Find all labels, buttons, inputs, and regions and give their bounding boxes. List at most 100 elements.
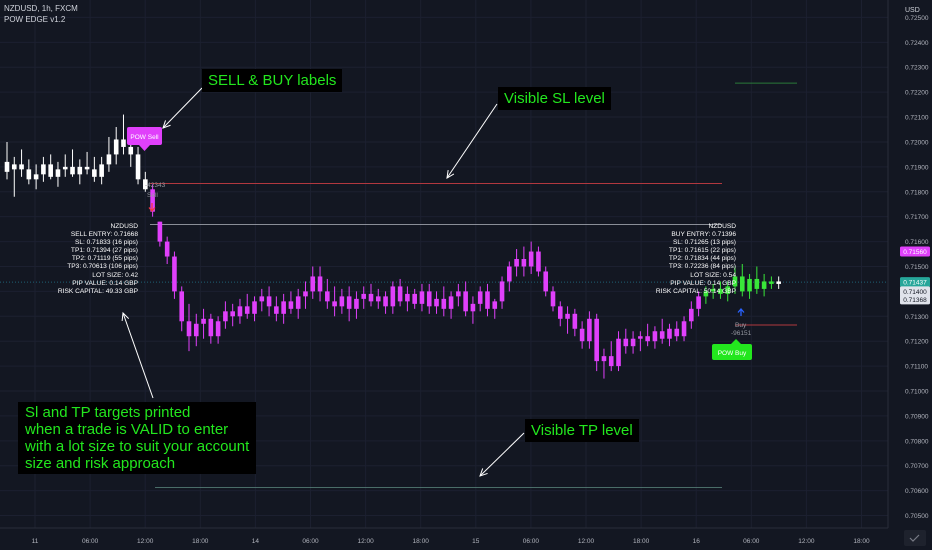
grid (0, 0, 888, 528)
candle-body (288, 301, 294, 309)
candle-body (718, 288, 723, 294)
price-tick-label: 0.71600 (905, 239, 929, 246)
time-tick-label: 11 (32, 538, 39, 545)
candle-body (528, 251, 534, 267)
candle-body (11, 164, 17, 170)
candle-body (441, 298, 447, 309)
price-tick-label: 0.70500 (905, 513, 929, 520)
candle-body (121, 139, 126, 147)
candle-body (419, 291, 425, 304)
buy-tag: Buy (735, 322, 747, 329)
info-line: SL: 0.71833 (16 pips) (74, 239, 138, 247)
candle-body (4, 161, 10, 172)
price-badge (900, 277, 930, 288)
candle-body (201, 318, 206, 324)
sell-tag: Sell (147, 192, 158, 199)
price-badge (900, 286, 930, 297)
annotation-sell-buy: SELL & BUY labels (202, 69, 343, 92)
buy-arrow-icon (737, 308, 745, 316)
candle-body (295, 296, 301, 309)
candle-body (426, 291, 432, 307)
price-tick-label: 0.72400 (905, 40, 929, 47)
candle-body (623, 338, 629, 347)
candle-body (375, 296, 381, 302)
candle-body (572, 313, 578, 329)
candle-body (521, 259, 527, 267)
candle-body (397, 286, 403, 302)
candle-body (62, 166, 68, 170)
info-line: LOT SIZE: 0.54 (690, 271, 736, 279)
candle-body (33, 174, 39, 180)
candle-body (41, 164, 46, 175)
time-tick-label: 14 (252, 538, 260, 545)
sell-signal-label: POW Sell (130, 134, 159, 141)
candle-body (514, 259, 519, 267)
candle-body (368, 293, 374, 302)
candle-body (557, 306, 563, 319)
info-line: NZDUSD (110, 223, 138, 230)
candle-body (761, 281, 767, 289)
sell-signal-pointer (139, 145, 150, 151)
candle-body (674, 328, 680, 337)
candle-body (48, 164, 53, 177)
price-tick-label: 0.71500 (905, 264, 929, 271)
candle-body (208, 318, 214, 337)
candle-body (26, 169, 32, 180)
price-tick-label: 0.71200 (905, 339, 929, 346)
settings-button[interactable] (904, 530, 926, 546)
level-lines (0, 82, 888, 488)
candle-body (310, 276, 316, 292)
candle-body (317, 276, 323, 292)
price-tick-label: 0.72500 (905, 15, 929, 22)
annotation-targets: Sl and TP targets printed when a trade i… (18, 402, 257, 474)
annotation-tp: Visible TP level (525, 419, 639, 442)
candle-body (630, 338, 636, 347)
candle-body (252, 301, 257, 314)
arrow-sell-buy-head (162, 120, 171, 129)
buy-signal: POW Buy (712, 339, 752, 360)
indicator-name[interactable]: POW EDGE v1.2 (4, 15, 66, 24)
time-tick-label: 12:00 (578, 538, 595, 545)
candle-body (608, 356, 614, 367)
candle-body (681, 321, 687, 337)
currency-label: USD (905, 7, 920, 14)
candle-body (732, 276, 738, 287)
price-tick-label: 0.72200 (905, 90, 929, 97)
candle-body (332, 301, 337, 307)
candle-body (405, 293, 410, 302)
candle-body (689, 308, 694, 322)
time-tick-label: 16 (693, 538, 701, 545)
time-tick-label: 06:00 (523, 538, 540, 545)
time-axis[interactable]: 11 06:00 12:00 18:00 14 06:00 12:00 18:00 15 06:0… (32, 538, 870, 545)
buy-signal-pointer (730, 339, 742, 345)
candle-body (565, 313, 570, 319)
candle-body (99, 164, 104, 177)
arrow-sl-head (446, 170, 455, 179)
arrow-tp-head (479, 468, 488, 477)
time-tick-label: 18:00 (633, 538, 650, 545)
info-line: RISK CAPITAL: 49.33 GBP (57, 287, 138, 295)
price-tick-label: 0.72100 (905, 115, 929, 122)
arrow-targets (122, 312, 154, 399)
buy-tag-id: -96151 (731, 330, 752, 337)
candle-body (412, 293, 417, 304)
arrow-targets-head (121, 311, 130, 322)
price-badge-label: 0.71368 (903, 297, 927, 304)
candle-body (339, 296, 345, 307)
candle-body (448, 296, 454, 309)
info-line: TP3: 0.72236 (84 pips) (668, 263, 736, 271)
candle-body (507, 266, 512, 282)
candle-body (244, 306, 250, 314)
price-tick-label: 0.72300 (905, 65, 929, 72)
sell-info-panel: NZDUSD SELL ENTRY: 0.71668 SL: 0.71833 (16… (58, 223, 138, 296)
candle-body (667, 328, 672, 339)
price-axis[interactable]: 0.72500 0.72400 0.72300 0.72200 0.72100 0.720… (905, 15, 929, 520)
price-badge (900, 294, 930, 305)
symbol-title[interactable]: NZDUSD, 1h, FXCM (4, 4, 78, 13)
price-tick-label: 0.71700 (905, 214, 929, 221)
price-tick-label: 0.71100 (905, 364, 928, 371)
candle-body (616, 338, 621, 367)
price-tick-label: 0.72000 (905, 139, 929, 146)
candle-body (390, 286, 396, 307)
